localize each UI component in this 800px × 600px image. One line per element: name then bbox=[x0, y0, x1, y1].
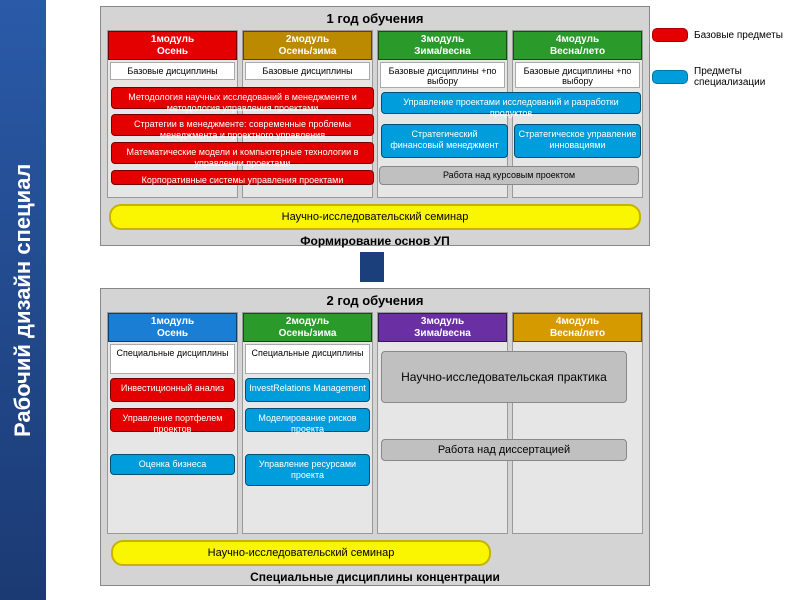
discipline-header: Базовые дисциплины bbox=[245, 62, 370, 80]
module-header: 1модуль Осень bbox=[108, 31, 237, 60]
spec-course: Моделирование рисков проекта bbox=[245, 408, 370, 432]
spec-course: Управление ресурсами проекта bbox=[245, 454, 370, 486]
base-course: Стратегии в менеджменте: современные про… bbox=[111, 114, 374, 136]
module-season: Осень/зима bbox=[279, 46, 337, 57]
module-season: Осень/зима bbox=[279, 328, 337, 339]
module-header: 3модуль Зима/весна bbox=[378, 313, 507, 342]
module-num: 3модуль bbox=[421, 316, 464, 327]
module-num: 3модуль bbox=[421, 34, 464, 45]
module-season: Осень bbox=[157, 328, 188, 339]
year2-footer: Специальные дисциплины концентрации bbox=[107, 570, 643, 584]
module-num: 2модуль bbox=[286, 34, 329, 45]
module-season: Зима/весна bbox=[414, 46, 471, 57]
module-num: 1модуль bbox=[151, 316, 194, 327]
module-header: 4модуль Весна/лето bbox=[513, 313, 642, 342]
y2-col-3: 3модуль Зима/весна bbox=[377, 312, 508, 534]
base-course: Инвестиционный анализ bbox=[110, 378, 235, 402]
module-header: 3модуль Зима/весна bbox=[378, 31, 507, 60]
discipline-header: Базовые дисциплины bbox=[110, 62, 235, 80]
year-connector-icon bbox=[360, 252, 384, 282]
module-season: Весна/лето bbox=[550, 328, 605, 339]
discipline-header: Базовые дисциплины +по выбору bbox=[380, 62, 505, 88]
y2-col-4: 4модуль Весна/лето bbox=[512, 312, 643, 534]
module-season: Зима/весна bbox=[414, 328, 471, 339]
spec-course: Стратегическое управление инновациями bbox=[514, 124, 641, 158]
dissertation-box: Работа над диссертацией bbox=[381, 439, 627, 461]
base-course: Управление портфелем проектов bbox=[110, 408, 235, 432]
seminar-bar: Научно-исследовательский семинар bbox=[109, 204, 641, 230]
legend-label: Базовые предметы bbox=[694, 30, 783, 41]
legend-row: Предметы специализации bbox=[652, 66, 794, 88]
base-course: Корпоративные системы управления проекта… bbox=[111, 170, 374, 185]
left-banner: Рабочий дизайн специал bbox=[0, 0, 46, 600]
spec-course: Стратегический финансовый менеджмент bbox=[381, 124, 508, 158]
legend-label: Предметы специализации bbox=[694, 66, 794, 88]
spec-course: InvestRelations Management bbox=[245, 378, 370, 402]
year2-block: 2 год обучения 1модуль Осень Специальные… bbox=[100, 288, 650, 586]
year1-footer: Формирование основ УП bbox=[107, 234, 643, 248]
legend-row: Базовые предметы bbox=[652, 28, 794, 42]
year1-title: 1 год обучения bbox=[107, 11, 643, 26]
legend: Базовые предметы Предметы специализации bbox=[652, 28, 794, 112]
discipline-header: Специальные дисциплины bbox=[245, 344, 370, 374]
legend-swatch-spec bbox=[652, 70, 688, 84]
module-num: 1модуль bbox=[151, 34, 194, 45]
module-num: 4модуль bbox=[556, 316, 599, 327]
year2-title: 2 год обучения bbox=[107, 293, 643, 308]
seminar-bar: Научно-исследовательский семинар bbox=[111, 540, 491, 566]
coursework-box: Работа над курсовым проектом bbox=[379, 166, 639, 185]
year1-block: 1 год обучения 1модуль Осень Базовые дис… bbox=[100, 6, 650, 246]
discipline-header: Базовые дисциплины +по выбору bbox=[515, 62, 640, 88]
module-num: 4модуль bbox=[556, 34, 599, 45]
practice-box: Научно-исследовательская практика bbox=[381, 351, 627, 403]
y2-col-1: 1модуль Осень Специальные дисциплины Инв… bbox=[107, 312, 238, 534]
module-season: Осень bbox=[157, 46, 188, 57]
spec-course: Оценка бизнеса bbox=[110, 454, 235, 475]
module-num: 2модуль bbox=[286, 316, 329, 327]
module-header: 2модуль Осень/зима bbox=[243, 31, 372, 60]
y2-col-2: 2модуль Осень/зима Специальные дисциплин… bbox=[242, 312, 373, 534]
module-season: Весна/лето bbox=[550, 46, 605, 57]
base-course: Методология научных исследований в менед… bbox=[111, 87, 374, 109]
module-header: 1модуль Осень bbox=[108, 313, 237, 342]
module-header: 2модуль Осень/зима bbox=[243, 313, 372, 342]
discipline-header: Специальные дисциплины bbox=[110, 344, 235, 374]
legend-swatch-base bbox=[652, 28, 688, 42]
base-course: Математические модели и компьютерные тех… bbox=[111, 142, 374, 164]
module-header: 4модуль Весна/лето bbox=[513, 31, 642, 60]
spec-course: Управление проектами исследований и разр… bbox=[381, 92, 641, 114]
